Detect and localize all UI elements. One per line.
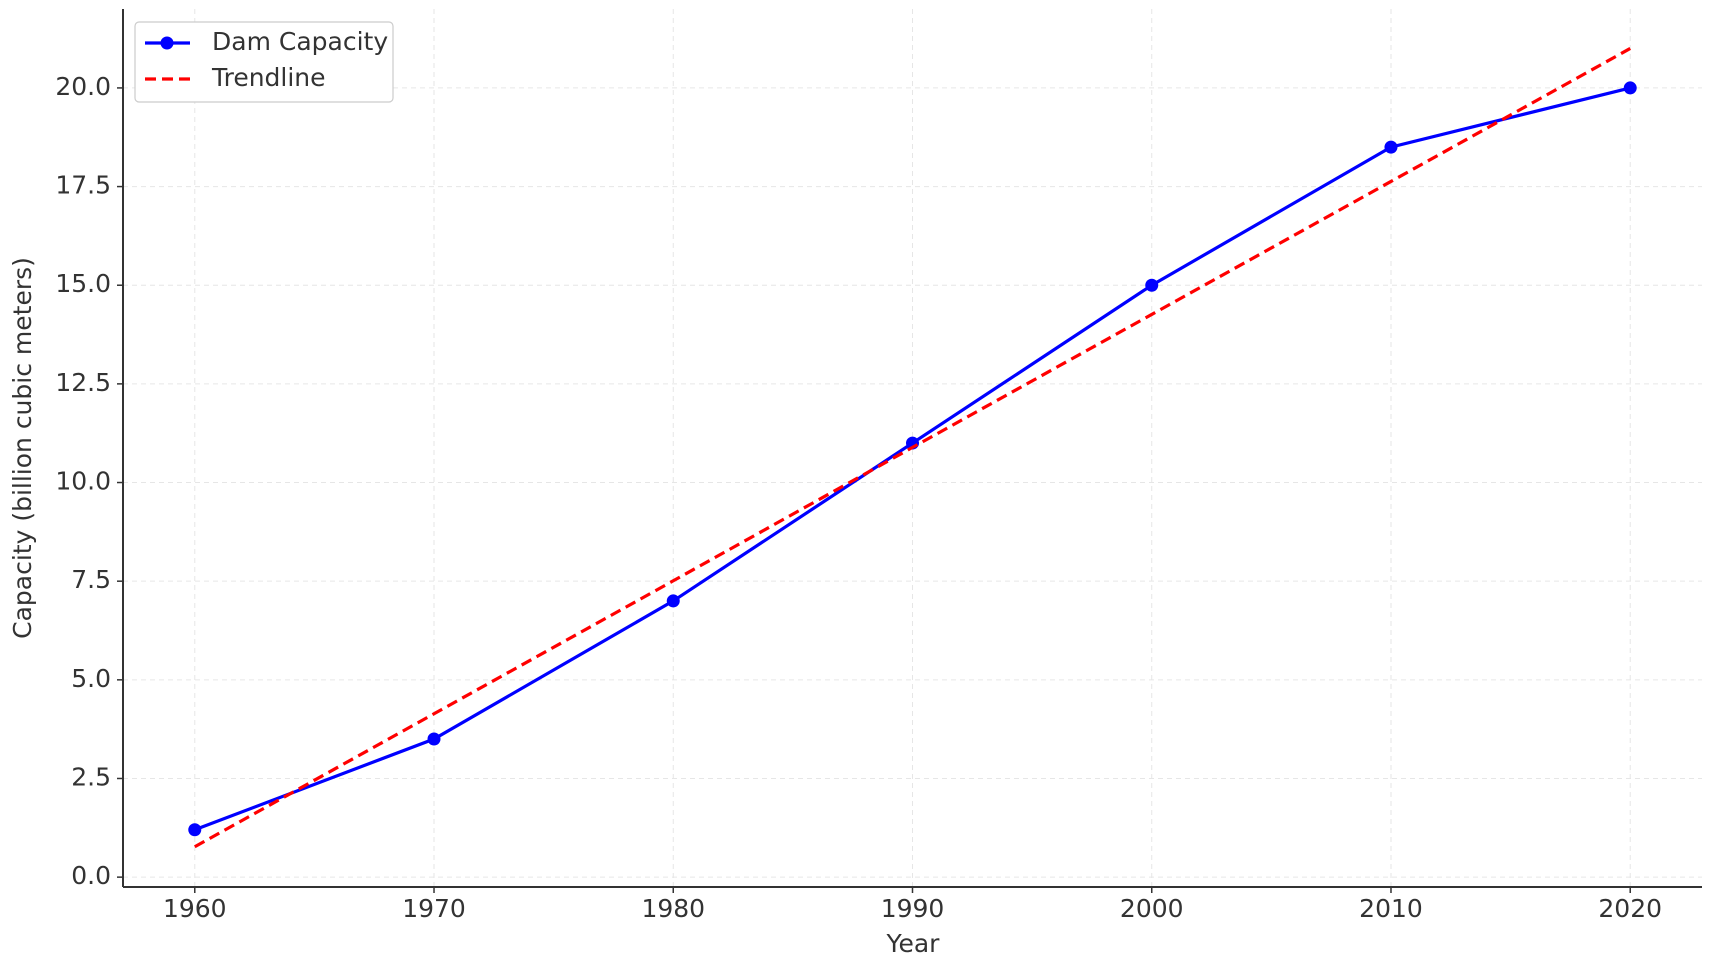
legend-marker [160,36,174,50]
legend: Dam Capacity Trendline [134,21,394,103]
y-tick-label: 15.0 [55,269,111,298]
y-tick-label: 5.0 [71,664,111,693]
marker [188,823,202,837]
y-tick-label: 20.0 [55,72,111,101]
x-axis-label: Year [886,929,941,958]
x-tick-label: 2020 [1598,894,1662,923]
y-tick-label: 0.0 [71,861,111,890]
marker [1384,140,1398,154]
x-tick-label: 1970 [402,894,466,923]
x-tick-label: 2000 [1120,894,1184,923]
marker [1145,278,1159,292]
marker [1623,81,1637,95]
marker [427,732,441,746]
legend-box [134,21,394,103]
x-tick-label: 2010 [1359,894,1423,923]
legend-label: Dam Capacity [212,27,388,56]
y-tick-label: 7.5 [71,565,111,594]
legend-label: Trendline [211,63,326,92]
x-tick-label: 1960 [163,894,227,923]
x-tick-label: 1980 [641,894,705,923]
y-tick-label: 12.5 [55,368,111,397]
y-axis-label: Capacity (billion cubic meters) [8,257,37,639]
y-tick-label: 17.5 [55,171,111,200]
line [193,47,1632,849]
marker [666,594,680,608]
y-tick-label: 10.0 [55,467,111,496]
x-tick-label: 1990 [881,894,945,923]
y-tick-label: 2.5 [71,762,111,791]
